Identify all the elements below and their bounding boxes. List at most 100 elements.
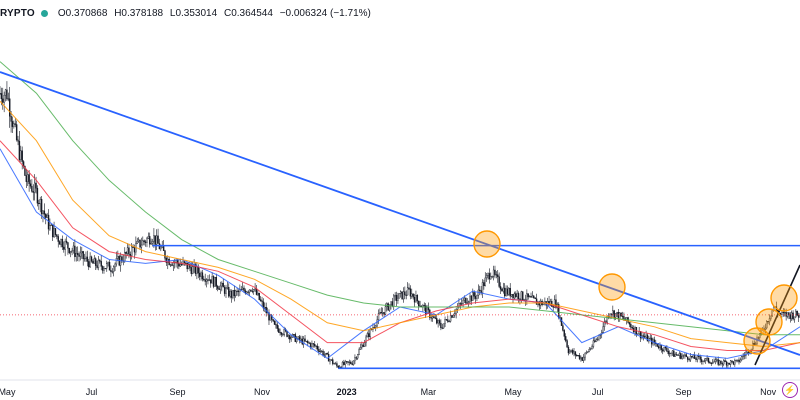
ohlc-values: O0.370868 H0.378188 L0.353014 C0.364544 … xyxy=(58,8,375,19)
candle-body xyxy=(326,352,328,355)
x-tick-label: Jul xyxy=(592,387,604,397)
candle-body xyxy=(570,349,572,352)
candle-body xyxy=(479,289,481,291)
candle-body xyxy=(585,351,588,354)
candle-body xyxy=(350,361,352,364)
candle-body xyxy=(287,335,290,337)
candle-body xyxy=(397,297,399,301)
candle-body xyxy=(4,89,7,96)
symbol-name[interactable]: RYPTO xyxy=(0,7,35,19)
candle-body xyxy=(673,350,675,357)
candle-body xyxy=(201,272,204,280)
candle-body xyxy=(419,305,421,307)
candle-body xyxy=(444,319,446,324)
candle-body xyxy=(297,336,299,339)
candle-body xyxy=(2,98,4,103)
candle-body xyxy=(623,316,625,320)
candle-body xyxy=(402,291,405,300)
candle-body xyxy=(128,247,130,255)
candle-body xyxy=(512,294,514,299)
candle-body xyxy=(314,344,316,347)
candle-body xyxy=(603,321,606,327)
candle-body xyxy=(352,360,355,365)
candle-body xyxy=(699,356,701,360)
candle-body xyxy=(711,362,714,365)
candle-body xyxy=(197,266,199,274)
candle-body xyxy=(68,248,71,254)
candle-body xyxy=(60,239,62,245)
candle-body xyxy=(35,182,37,189)
candle-body xyxy=(455,309,457,314)
candle-body xyxy=(645,334,647,338)
candle-body xyxy=(254,288,256,290)
candle-body xyxy=(312,343,315,345)
candle-body xyxy=(796,310,798,316)
x-tick-label: Sep xyxy=(169,387,185,397)
candle-body xyxy=(462,299,464,304)
candle-body xyxy=(149,236,151,245)
highlight-circles-group xyxy=(473,230,798,355)
close-value: C0.364544 xyxy=(223,7,273,19)
candle-body xyxy=(705,358,707,361)
candle-body xyxy=(576,355,578,357)
candle-body xyxy=(175,260,177,263)
candle-body xyxy=(381,312,384,314)
highlight-circle xyxy=(473,230,501,258)
candle-body xyxy=(628,322,631,325)
candle-body xyxy=(277,328,280,333)
candle-body xyxy=(466,302,468,304)
candle-body xyxy=(602,326,604,333)
candle-body xyxy=(165,258,168,263)
candle-body xyxy=(78,254,80,257)
candle-body xyxy=(698,355,700,357)
candle-body xyxy=(179,264,181,267)
candle-body xyxy=(369,328,371,338)
candle-body xyxy=(689,355,692,361)
candle-body xyxy=(668,352,671,354)
candle-body xyxy=(589,348,592,350)
candle-body xyxy=(204,279,206,282)
candle-body xyxy=(341,362,344,369)
candle-body xyxy=(508,288,510,295)
candle-body xyxy=(789,314,791,319)
candle-body xyxy=(483,282,485,287)
candle-body xyxy=(345,361,348,363)
candle-body xyxy=(318,349,320,352)
candle-body xyxy=(717,359,719,365)
candle-body xyxy=(330,359,333,361)
candle-body xyxy=(729,360,732,365)
candle-body xyxy=(96,265,98,268)
candle-body xyxy=(433,316,435,319)
candle-body xyxy=(3,94,5,103)
candle-body xyxy=(474,296,477,299)
candle-body xyxy=(337,365,340,368)
candle-body xyxy=(564,336,567,341)
candle-body xyxy=(129,254,132,256)
low-value: L0.353014 xyxy=(169,7,218,19)
candle-body xyxy=(275,324,277,326)
moving-averages-group xyxy=(0,61,800,360)
candle-body xyxy=(226,287,229,289)
candle-body xyxy=(505,288,507,297)
candle-body xyxy=(786,312,789,317)
candle-body xyxy=(610,313,613,315)
candle-body xyxy=(663,346,665,352)
candle-body xyxy=(533,295,535,298)
candle-body xyxy=(92,261,94,264)
candle-body xyxy=(731,360,733,362)
candle-body xyxy=(290,337,292,340)
candle-body xyxy=(716,359,718,361)
candle-body xyxy=(216,286,219,289)
moving-average-line xyxy=(0,61,800,336)
candle-body xyxy=(236,290,238,292)
tradingview-logo-icon[interactable]: ⚡ xyxy=(782,382,798,398)
candle-body xyxy=(494,269,496,275)
x-axis-ticks: May Jul Sep Nov 2023 Mar May Jul Sep Nov xyxy=(0,387,777,397)
candle-body xyxy=(46,214,48,218)
candle-body xyxy=(88,261,90,268)
candle-body xyxy=(553,299,556,308)
candle-body xyxy=(680,353,682,359)
candle-body xyxy=(251,290,254,292)
